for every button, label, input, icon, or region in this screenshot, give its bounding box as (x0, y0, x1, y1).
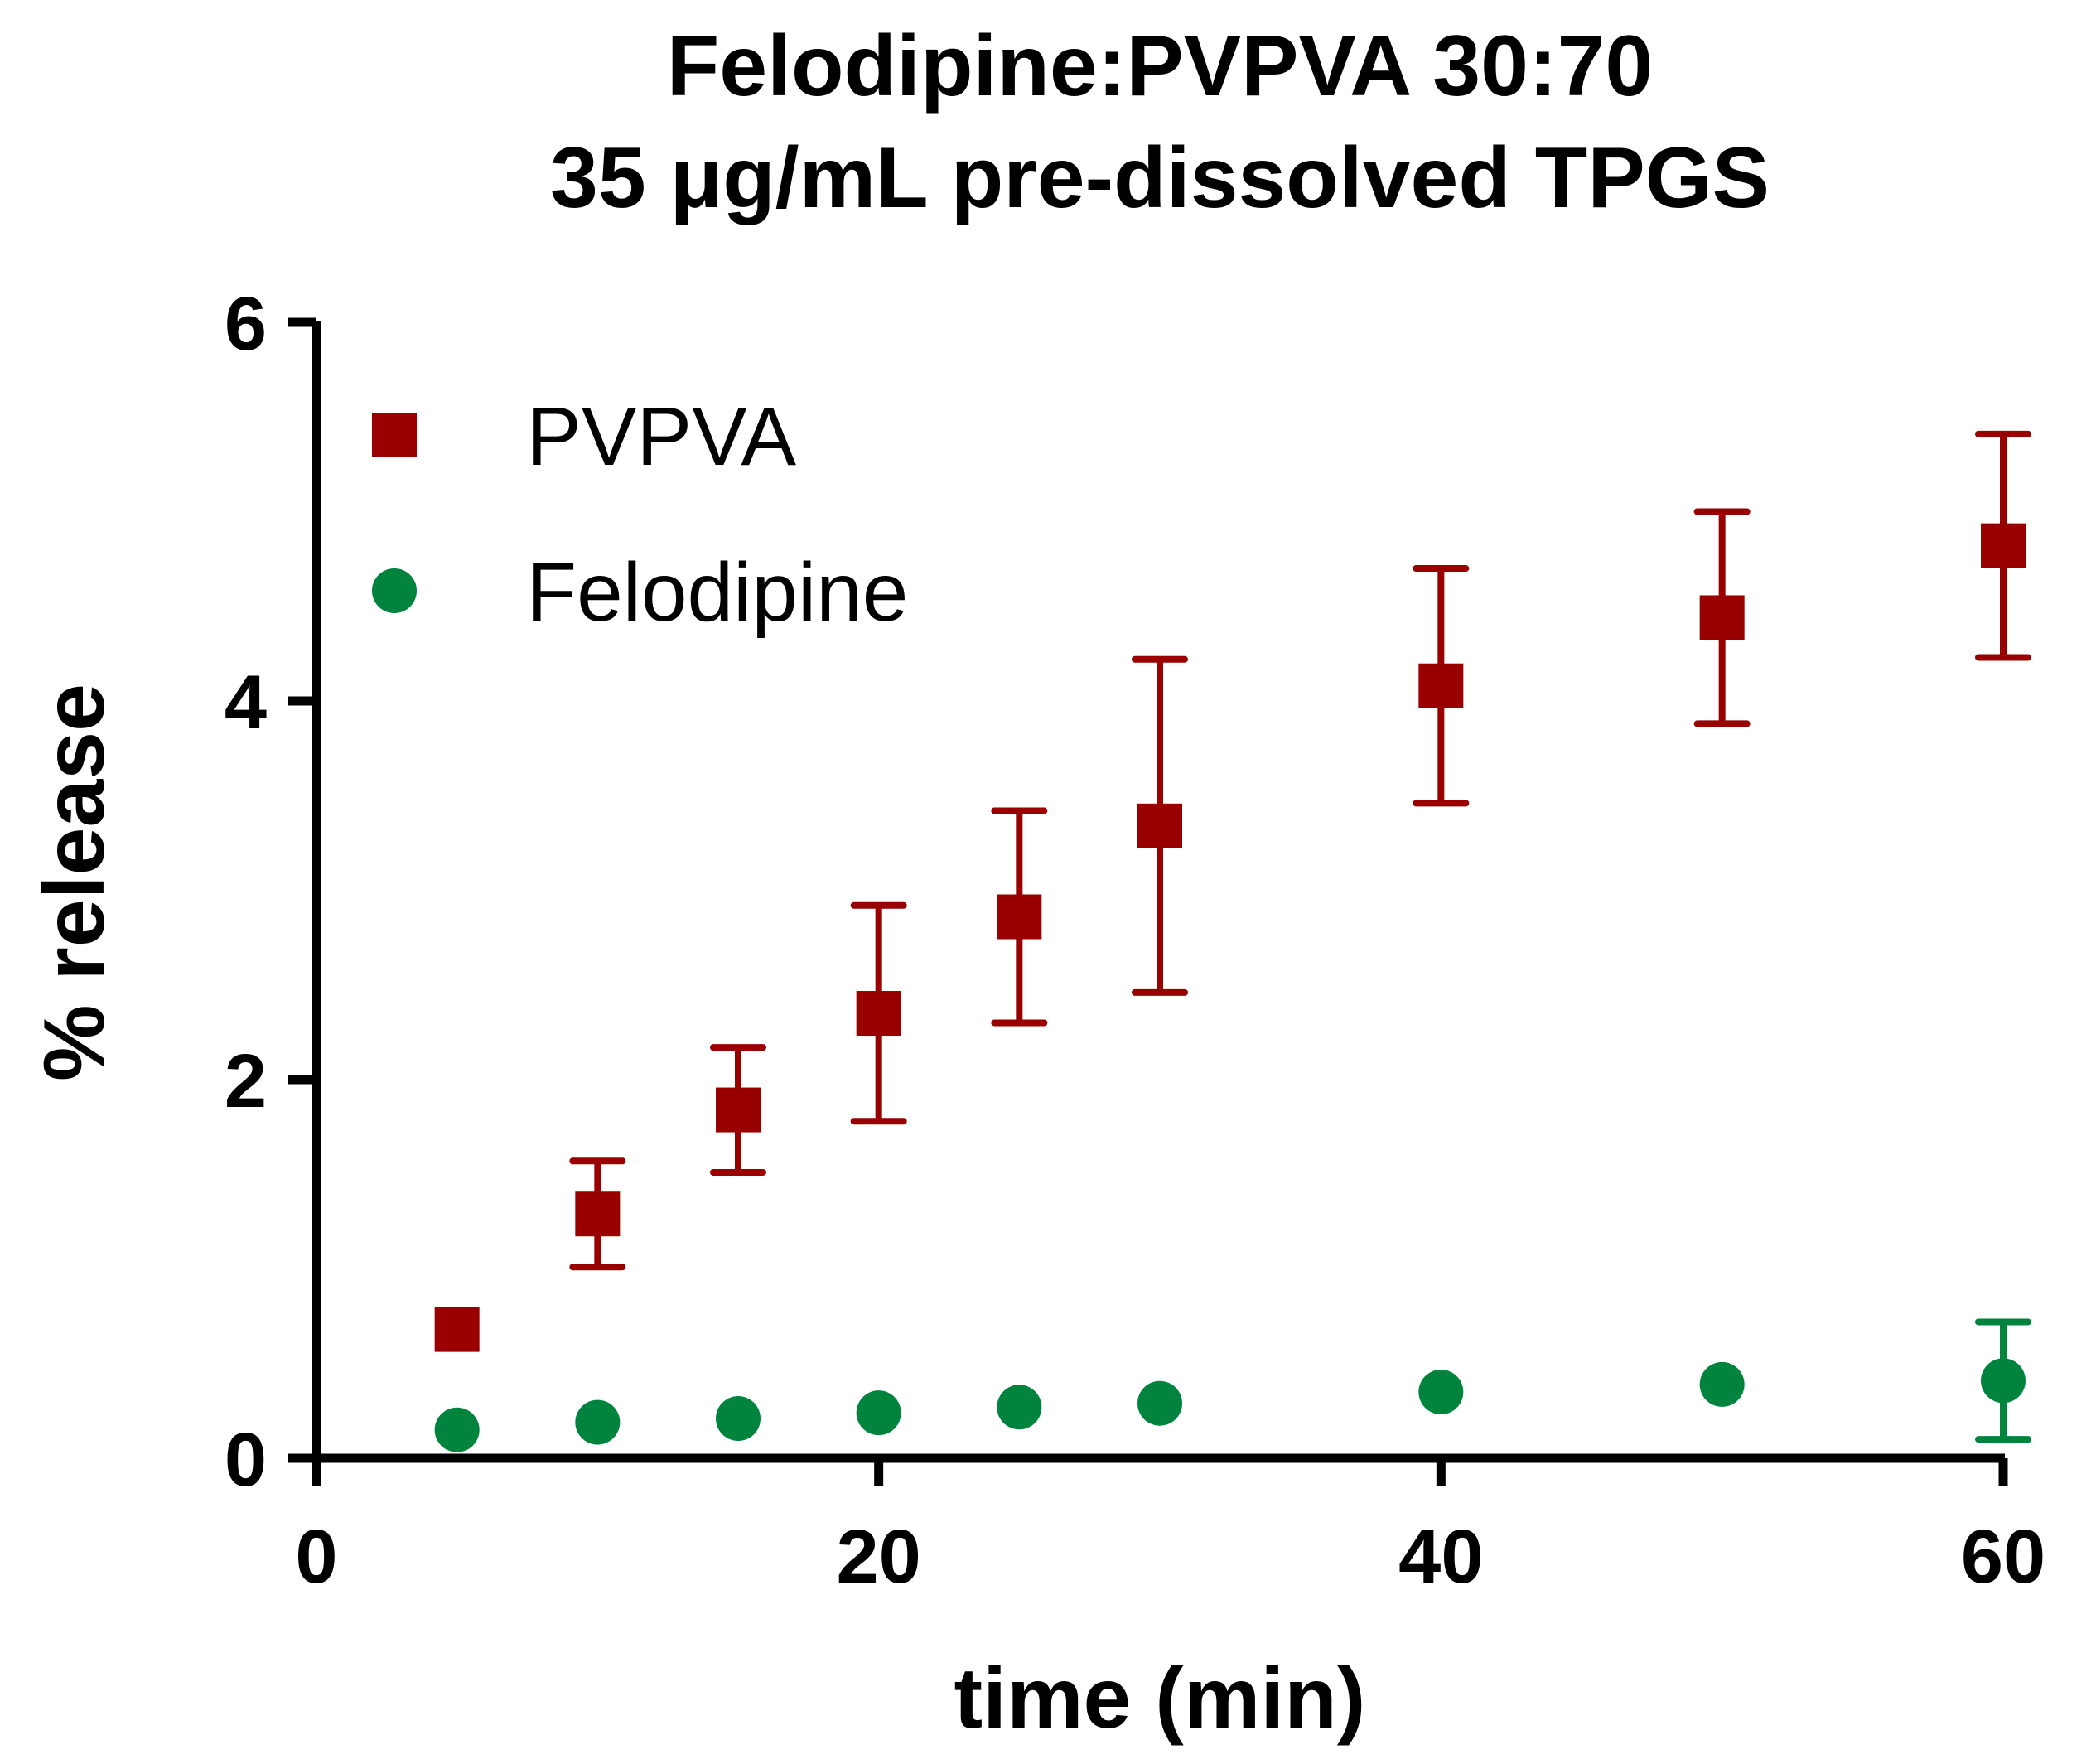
legend-marker-circle (372, 568, 417, 613)
data-point-circle (1137, 1380, 1182, 1426)
data-point-circle (434, 1407, 480, 1452)
x-tick-label: 0 (295, 1515, 337, 1599)
legend-item-pvpva: PVPVA (372, 390, 796, 483)
y-tick-label: 6 (225, 282, 267, 366)
data-point-square (1137, 803, 1182, 848)
data-series (434, 430, 2031, 1452)
data-point-square (716, 1087, 761, 1133)
data-point-circle (1981, 1358, 2026, 1404)
y-tick-label: 4 (225, 660, 267, 745)
y-axis-ticks: 0 2 4 6 (225, 282, 316, 1502)
data-point-square (1699, 595, 1745, 640)
legend-marker-square (372, 413, 417, 457)
legend: PVPVA Felodipine (372, 390, 908, 639)
legend-item-felodipine: Felodipine (372, 546, 908, 639)
series-felodipine (434, 1318, 2031, 1452)
data-point-circle (1418, 1370, 1464, 1415)
data-point-circle (716, 1396, 761, 1442)
y-tick-label: 2 (225, 1039, 267, 1124)
legend-label: Felodipine (526, 546, 908, 639)
chart-title-line-1: Felodipine:PVPVA 30:70 (667, 18, 1654, 114)
x-axis-label: time (min) (954, 1650, 1366, 1747)
x-axis-ticks: 0 20 40 60 (295, 1458, 2045, 1599)
chart-title-line-2: 35 μg/mL pre-dissolved TPGS (550, 130, 1770, 226)
legend-label: PVPVA (526, 390, 796, 483)
series-pvpva (434, 430, 2031, 1352)
data-point-square (434, 1307, 480, 1352)
data-point-square (997, 894, 1042, 940)
x-tick-label: 40 (1398, 1515, 1483, 1599)
data-point-circle (997, 1385, 1042, 1430)
y-axis-label: % release (27, 684, 123, 1081)
chart-title: Felodipine:PVPVA 30:70 35 μg/mL pre-diss… (550, 18, 1770, 226)
data-point-circle (856, 1390, 901, 1436)
axes (312, 321, 2005, 1463)
data-point-square (1418, 663, 1464, 708)
data-point-square (575, 1191, 621, 1237)
x-tick-label: 60 (1961, 1515, 2045, 1599)
y-tick-label: 0 (225, 1418, 267, 1502)
data-point-square (856, 991, 901, 1037)
data-point-square (1981, 523, 2026, 568)
data-point-circle (575, 1399, 621, 1445)
x-tick-label: 20 (836, 1515, 920, 1599)
data-point-circle (1699, 1361, 1745, 1407)
